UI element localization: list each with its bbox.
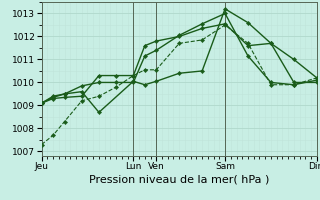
X-axis label: Pression niveau de la mer( hPa ): Pression niveau de la mer( hPa ) <box>89 174 269 184</box>
